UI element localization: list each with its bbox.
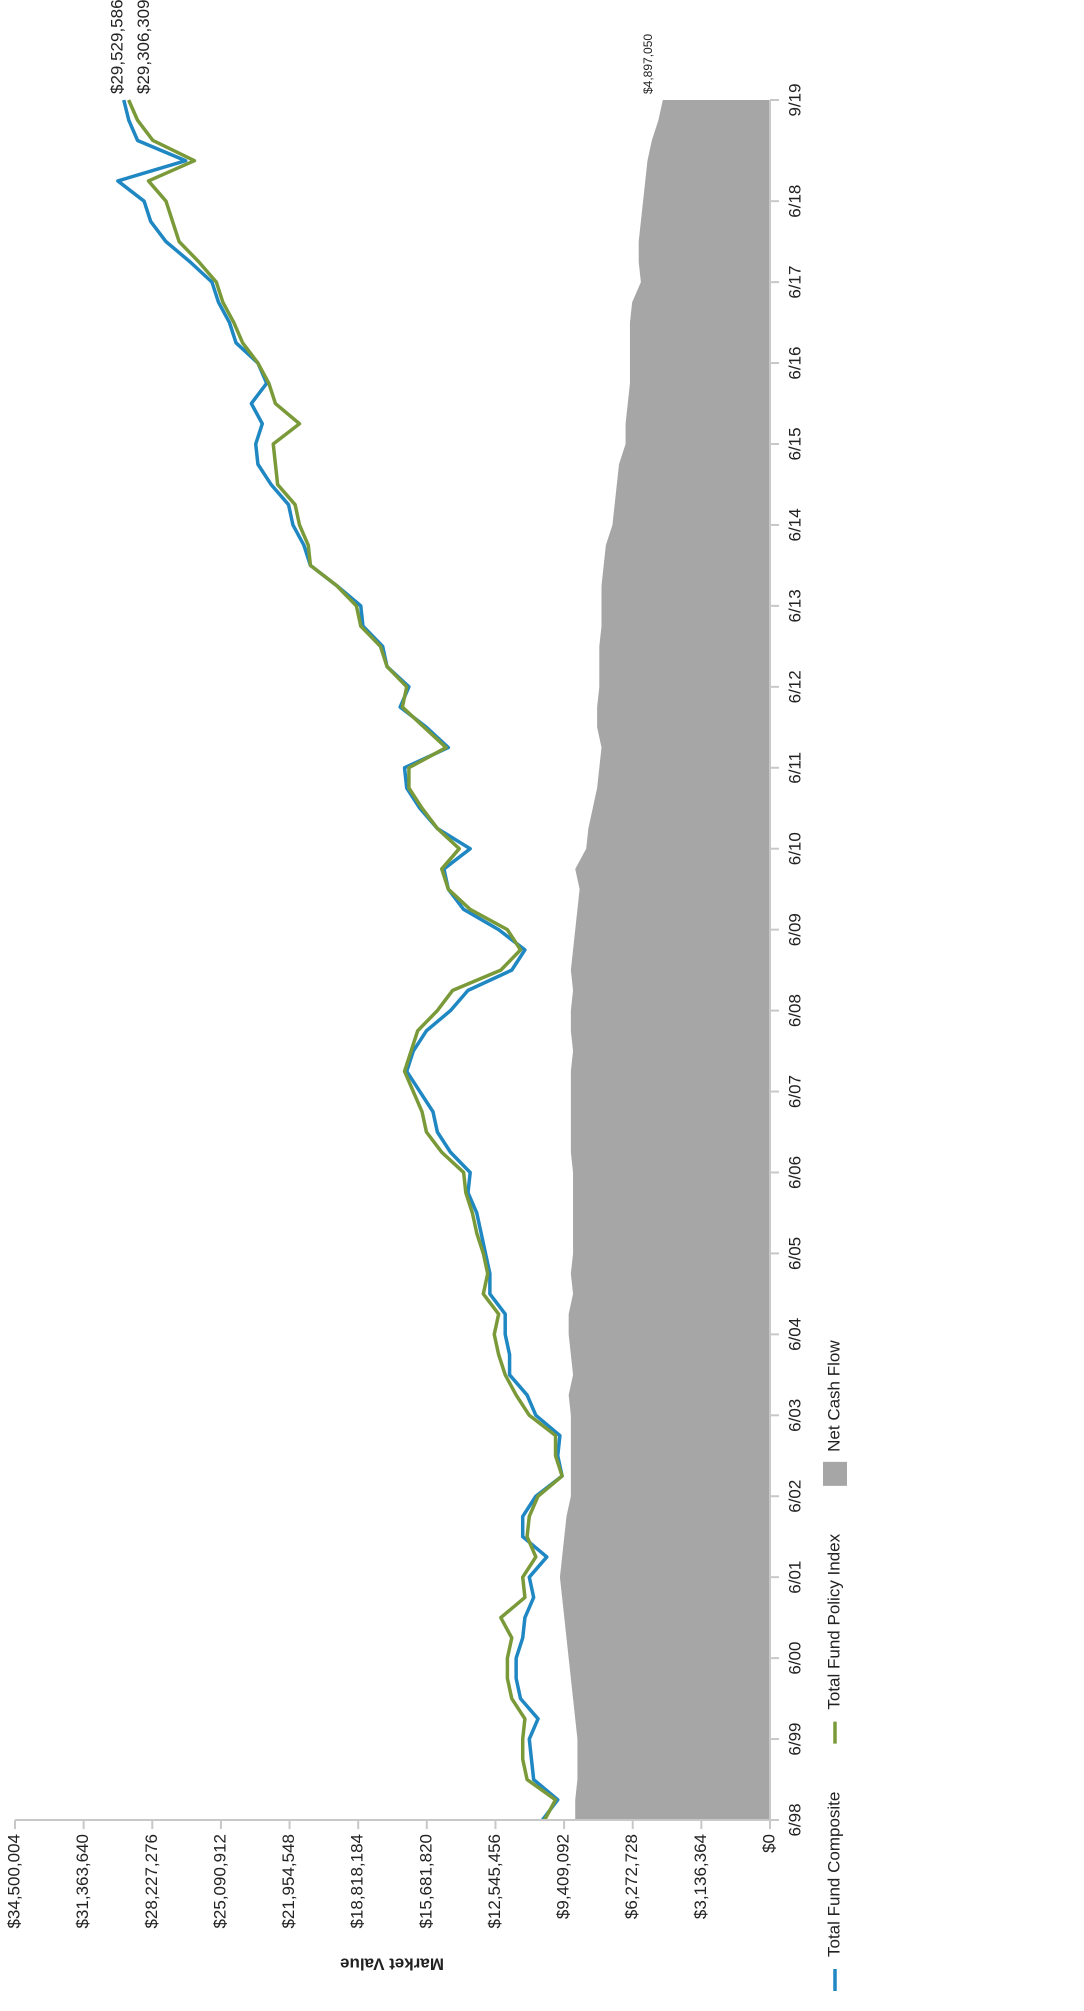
x-tick-label: 9/19: [785, 83, 804, 116]
x-tick-label: 6/06: [785, 1156, 804, 1189]
legend-item: Total Fund Policy Index: [824, 1533, 843, 1744]
data-label: $29,306,309: [134, 0, 153, 94]
y-tick-label: $0: [759, 1834, 778, 1853]
x-tick-label: 6/00: [785, 1642, 804, 1675]
legend-label: Total Fund Composite: [824, 1792, 843, 1957]
x-tick-label: 6/12: [785, 670, 804, 703]
x-tick-label: 6/01: [785, 1561, 804, 1594]
y-tick-label: $31,363,640: [73, 1834, 92, 1929]
legend-item: Net Cash Flow: [823, 1340, 847, 1486]
legend-label: Net Cash Flow: [824, 1340, 843, 1452]
x-tick-label: 6/09: [785, 913, 804, 946]
data-label: $29,529,586: [107, 0, 126, 94]
y-axis-title: Market Value: [340, 1955, 444, 1974]
y-tick-label: $9,409,092: [554, 1834, 573, 1919]
area: [559, 100, 770, 1820]
y-tick-label: $21,954,548: [279, 1834, 298, 1929]
x-tick-label: 6/03: [785, 1399, 804, 1432]
x-tick-label: 6/02: [785, 1480, 804, 1513]
x-tick-label: 6/04: [785, 1318, 804, 1351]
y-tick-label: $12,545,456: [485, 1834, 504, 1929]
line: [127, 99, 564, 1821]
legend-swatch: [823, 1461, 847, 1486]
x-tick-label: 6/18: [785, 185, 804, 218]
x-tick-label: 6/11: [785, 752, 804, 784]
line: [116, 99, 564, 1822]
y-tick-label: $3,136,364: [691, 1834, 710, 1919]
y-tick-label: $6,272,728: [622, 1834, 641, 1919]
x-tick-label: 6/07: [785, 1075, 804, 1108]
x-tick-label: 6/13: [785, 589, 804, 622]
rotated-chart: Market Value $0 $3,136,364 $6,272,728 $9,40…: [4, 0, 847, 1991]
x-tick-label: 6/98: [785, 1803, 804, 1836]
x-tick-label: 6/16: [785, 347, 804, 380]
y-tick-label: $18,818,184: [348, 1834, 367, 1929]
x-tick-label: 6/08: [785, 994, 804, 1027]
legend-label: Total Fund Policy Index: [824, 1533, 843, 1709]
x-tick-label: 6/14: [785, 508, 804, 541]
y-tick-label: $34,500,004: [4, 1834, 23, 1929]
data-label: $4,897,050: [641, 34, 655, 94]
y-tick-label: $28,227,276: [142, 1834, 161, 1929]
x-tick-label: 6/17: [785, 266, 804, 299]
x-tick-label: 6/15: [785, 427, 804, 460]
x-tick-label: 6/99: [785, 1723, 804, 1756]
y-tick-label: $25,090,912: [210, 1834, 229, 1929]
legend-item: Total Fund Composite: [824, 1792, 843, 1991]
y-tick-label: $15,681,820: [416, 1834, 435, 1929]
x-tick-label: 6/05: [785, 1237, 804, 1270]
x-tick-label: 6/10: [785, 832, 804, 865]
